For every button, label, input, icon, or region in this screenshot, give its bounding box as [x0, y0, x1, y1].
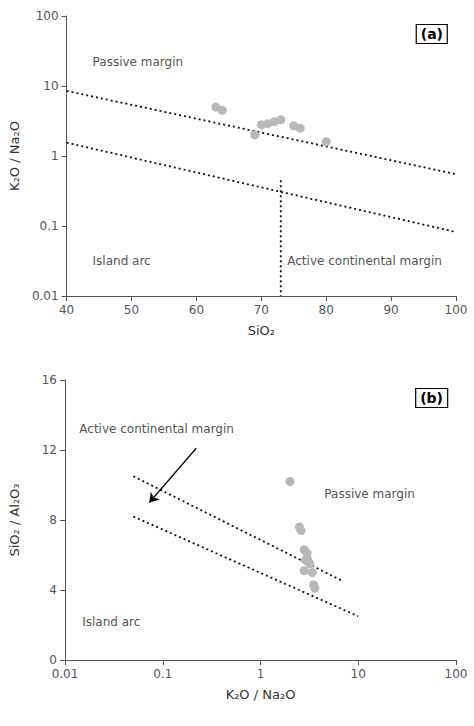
- svg-text:10: 10: [351, 667, 366, 681]
- svg-text:Passive margin: Passive margin: [93, 55, 184, 69]
- svg-text:60: 60: [189, 303, 204, 317]
- svg-text:4: 4: [49, 583, 57, 597]
- svg-text:Passive margin: Passive margin: [324, 487, 415, 501]
- svg-text:100: 100: [36, 9, 59, 23]
- svg-text:90: 90: [383, 303, 398, 317]
- svg-text:K₂O / Na₂O: K₂O / Na₂O: [7, 121, 22, 191]
- svg-text:10: 10: [43, 79, 58, 93]
- svg-text:70: 70: [254, 303, 269, 317]
- svg-text:(b): (b): [420, 390, 443, 406]
- svg-text:0: 0: [49, 653, 57, 667]
- svg-text:0.01: 0.01: [32, 289, 59, 303]
- svg-text:0.1: 0.1: [40, 219, 59, 233]
- svg-text:SiO₂ / Al₂O₃: SiO₂ / Al₂O₃: [7, 483, 22, 556]
- svg-text:80: 80: [319, 303, 334, 317]
- svg-text:1: 1: [257, 667, 265, 681]
- svg-text:Active continental margin: Active continental margin: [79, 422, 234, 436]
- svg-text:(a): (a): [421, 26, 443, 42]
- svg-text:K₂O / Na₂O: K₂O / Na₂O: [226, 687, 296, 702]
- svg-text:Active continental margin: Active continental margin: [287, 254, 442, 268]
- svg-text:100: 100: [445, 303, 468, 317]
- svg-text:Island arc: Island arc: [93, 254, 151, 268]
- svg-text:1: 1: [51, 149, 59, 163]
- svg-text:Island arc: Island arc: [82, 615, 140, 629]
- svg-text:50: 50: [124, 303, 139, 317]
- svg-text:0.1: 0.1: [153, 667, 172, 681]
- svg-text:SiO₂: SiO₂: [248, 323, 275, 338]
- svg-text:40: 40: [59, 303, 74, 317]
- svg-text:12: 12: [42, 443, 57, 457]
- svg-text:0.01: 0.01: [52, 667, 79, 681]
- svg-text:8: 8: [49, 513, 57, 527]
- svg-text:16: 16: [42, 373, 57, 387]
- svg-text:100: 100: [445, 667, 468, 681]
